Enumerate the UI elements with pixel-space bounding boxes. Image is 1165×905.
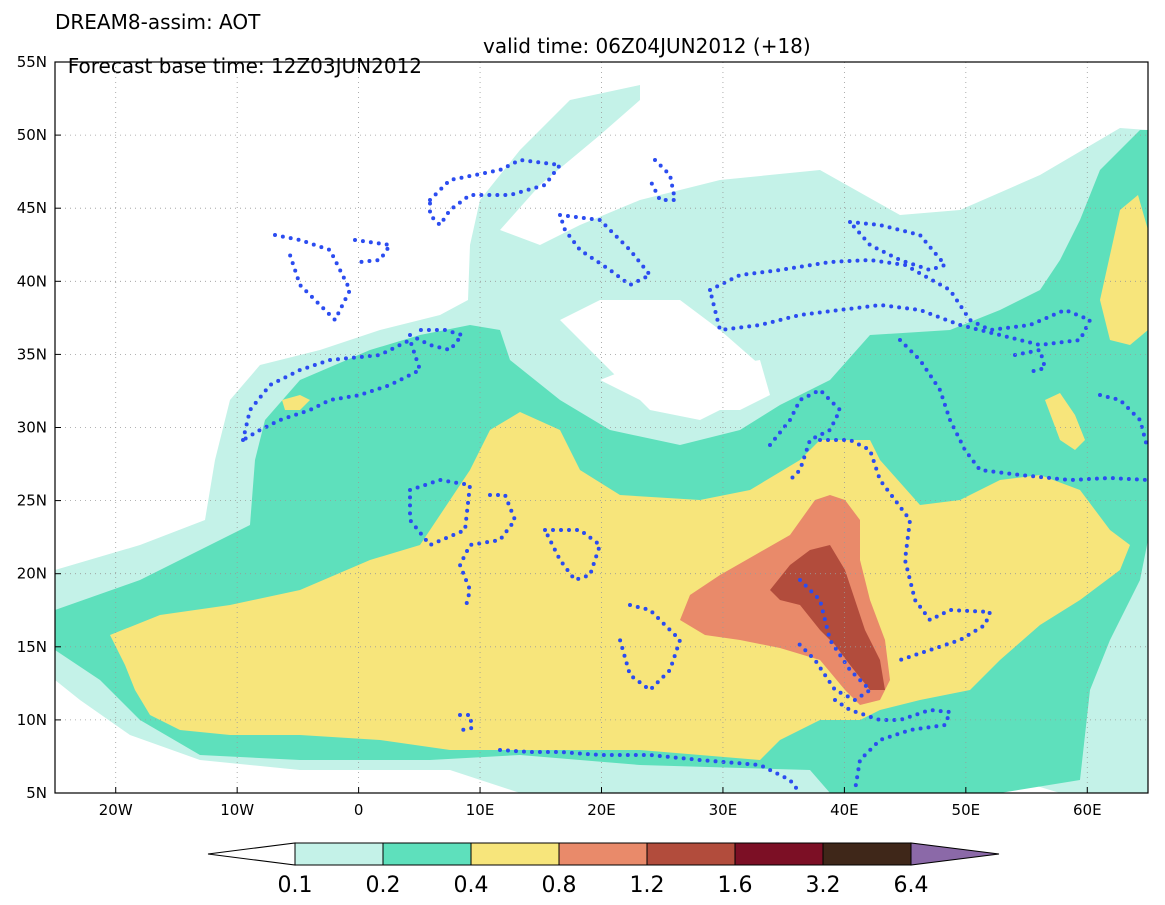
colorbar-level-label: 6.4	[894, 873, 929, 898]
lon-tick-label: 0	[354, 801, 364, 819]
lat-tick-label: 45N	[17, 199, 47, 217]
aot-region-0-4-east	[1100, 195, 1148, 345]
colorbar-swatch	[470, 842, 560, 866]
contour-morocco	[239, 337, 423, 445]
colorbar-under-arrow	[207, 842, 296, 866]
contour-sudan	[618, 603, 683, 693]
contour-france	[428, 157, 564, 229]
contour-balkans	[557, 212, 654, 288]
valid-time: valid time: 06Z04JUN2012 (+18)	[483, 34, 811, 58]
contour-sahara-mali	[408, 477, 473, 548]
lon-tick-label: 10E	[466, 801, 495, 819]
contour-sahel-spot	[458, 713, 475, 732]
colorbar-swatch	[558, 842, 648, 866]
colorbar-level-label: 1.2	[630, 873, 665, 898]
contour-iberia-east	[353, 238, 394, 264]
contour-arabia-north	[818, 438, 993, 662]
contour-iran-east	[1098, 393, 1148, 452]
contour-caucasus	[845, 219, 949, 273]
lon-tick-label: 50E	[952, 801, 981, 819]
lon-tick-label: 30E	[709, 801, 738, 819]
aot-contours	[239, 157, 1148, 793]
lat-tick-label: 15N	[17, 638, 47, 656]
lat-tick-label: 30N	[17, 419, 47, 437]
forecast-time-line: Forecast base time: 12Z03JUN2012 valid t…	[55, 36, 811, 96]
contour-iran	[898, 338, 1148, 483]
lat-tick-label: 50N	[17, 126, 47, 144]
contour-sahara-niger	[457, 493, 518, 612]
contour-carpathian	[648, 158, 678, 202]
contour-horn	[833, 698, 953, 792]
colorbar-level-label: 0.2	[366, 873, 401, 898]
lat-tick-label: 5N	[26, 784, 47, 802]
colorbar-swatch	[734, 842, 824, 866]
lat-tick-label: 25N	[17, 492, 47, 510]
colorbar: 0.1 0.2 0.4 0.8 1.2 1.6 3.2 6.4	[207, 842, 1000, 898]
colorbar-level-label: 1.6	[718, 873, 753, 898]
map-gridlines	[55, 62, 1148, 793]
colorbar-level-label: 0.4	[454, 873, 489, 898]
aot-region-0-4-gulf	[1045, 393, 1085, 450]
map-title: DREAM8-assim: AOT	[55, 10, 261, 34]
lon-tick-label: 20W	[99, 801, 133, 819]
lon-tick-label: 10W	[220, 801, 254, 819]
lat-tick-label: 40N	[17, 272, 47, 290]
lon-tick-label: 40E	[830, 801, 859, 819]
contour-turkey	[707, 257, 1093, 348]
aot-clear-med-east	[600, 360, 770, 410]
contour-egypt	[768, 387, 843, 482]
lon-tick-label: 60E	[1073, 801, 1102, 819]
contour-ethiopia	[793, 578, 874, 703]
lon-tick-label: 20E	[587, 801, 616, 819]
colorbar-level-label: 0.1	[278, 873, 313, 898]
longitude-axis: 20W 10W 0 10E 20E 30E 40E 50E 60E	[99, 787, 1102, 819]
latitude-axis: 55N 50N 45N 40N 35N 30N 25N 20N 15N 10N 5N	[17, 53, 61, 802]
colorbar-swatch	[822, 842, 912, 866]
colorbar-swatch	[294, 842, 384, 866]
contour-iberia	[273, 233, 353, 324]
lat-tick-label: 55N	[17, 53, 47, 71]
aot-region-0-4-morocco	[282, 395, 310, 410]
colorbar-level-label: 0.8	[542, 873, 577, 898]
base-time: Forecast base time: 12Z03JUN2012	[67, 54, 423, 78]
aot-field	[55, 85, 1148, 793]
colorbar-swatch	[382, 842, 472, 866]
lat-tick-label: 20N	[17, 565, 47, 583]
colorbar-level-label: 3.2	[806, 873, 841, 898]
contour-sahel-south	[498, 748, 802, 793]
colorbar-over-arrow	[910, 842, 1000, 866]
colorbar-swatch	[646, 842, 736, 866]
lat-tick-label: 35N	[17, 345, 47, 363]
lat-tick-label: 10N	[17, 711, 47, 729]
